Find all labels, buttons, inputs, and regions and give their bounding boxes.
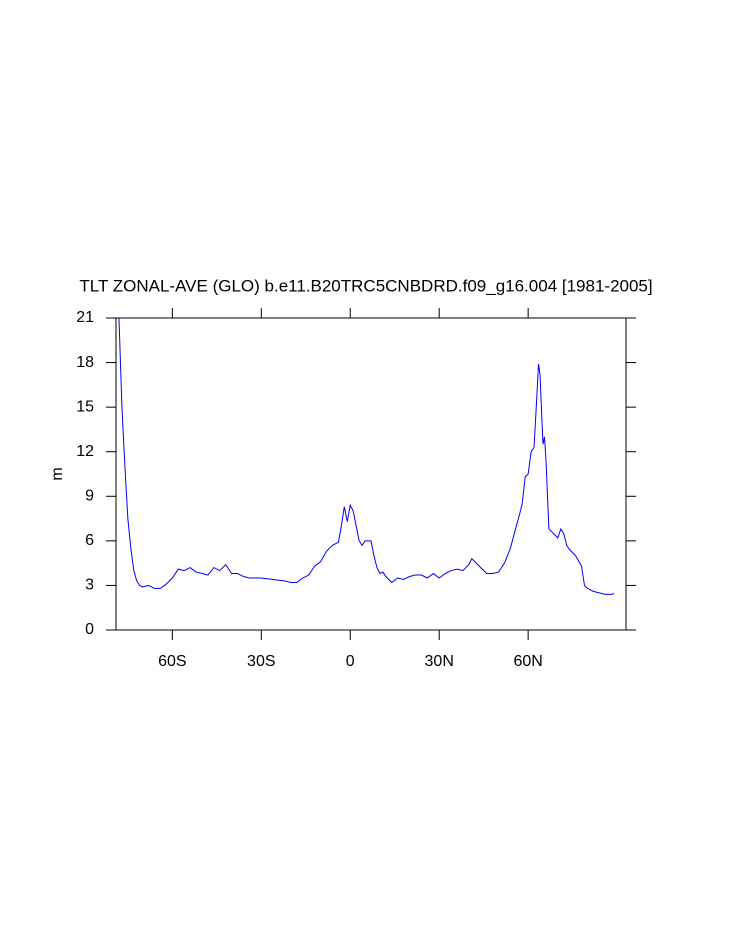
y-tick-label: 3 xyxy=(85,577,94,594)
x-tick-label: 0 xyxy=(346,653,355,670)
plot-frame xyxy=(115,317,627,631)
y-tick-label: 18 xyxy=(76,354,94,371)
y-tick-label: 12 xyxy=(76,443,94,460)
chart-title: TLT ZONAL-AVE (GLO) b.e11.B20TRC5CNBDRD.… xyxy=(79,276,652,295)
x-tick-label: 30N xyxy=(425,653,454,670)
y-tick-label: 21 xyxy=(76,309,94,326)
y-tick-label: 0 xyxy=(85,621,94,638)
data-line xyxy=(118,317,615,595)
y-tick-label: 15 xyxy=(76,398,94,415)
x-tick-label: 30S xyxy=(247,653,275,670)
y-tick-label: 6 xyxy=(85,532,94,549)
y-tick-label: 9 xyxy=(85,488,94,505)
x-tick-label: 60N xyxy=(513,653,542,670)
x-tick-label: 60S xyxy=(158,653,186,670)
y-axis-label: m xyxy=(49,467,66,480)
